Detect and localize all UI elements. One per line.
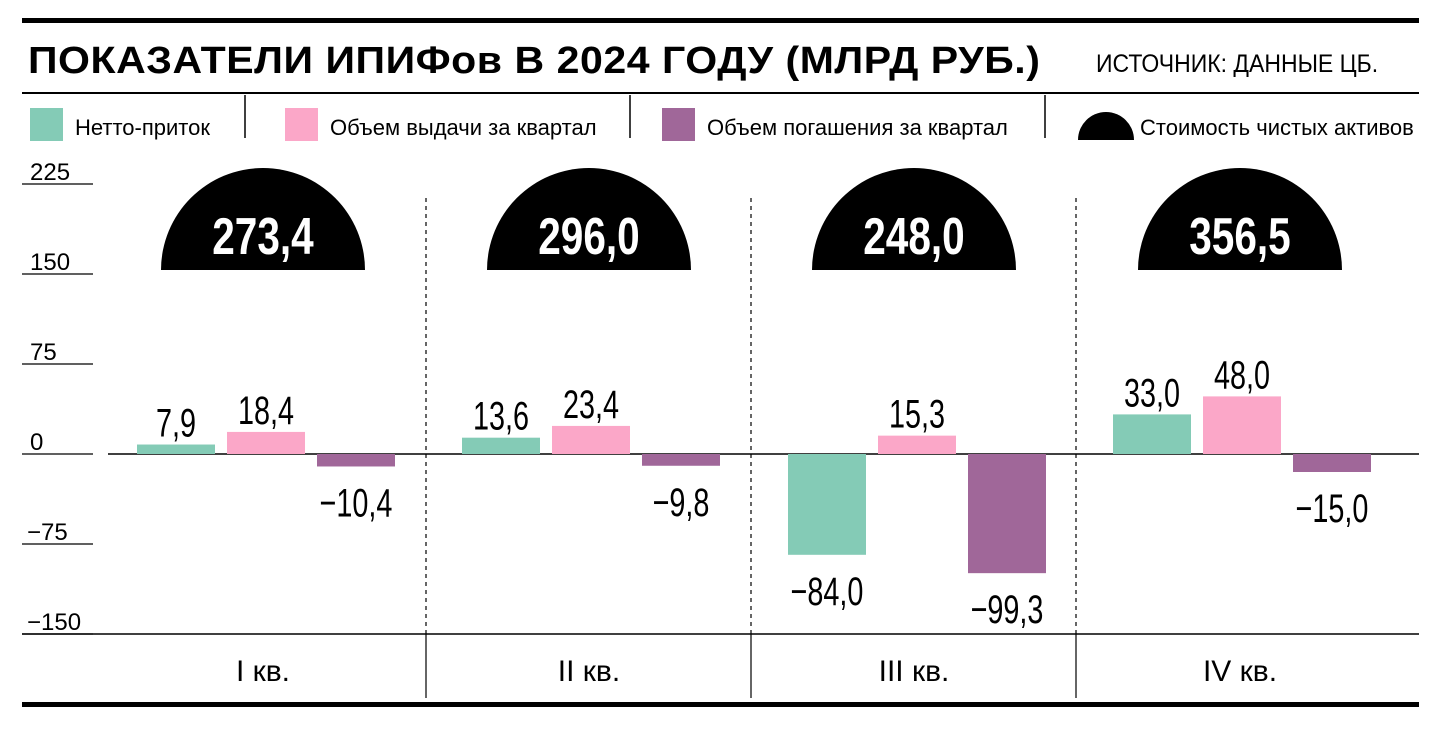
source-note: ИСТОЧНИК: ДАННЫЕ ЦБ. — [1096, 50, 1379, 78]
bar-value-label: 33,0 — [1124, 371, 1180, 416]
bar-value-label: −9,8 — [653, 480, 710, 525]
legend-swatch-net-assets — [1078, 112, 1134, 140]
bar-value-label: 48,0 — [1214, 353, 1270, 398]
bar-value-label: −84,0 — [791, 569, 864, 614]
category-label: III кв. — [879, 655, 950, 688]
net-assets-dome — [812, 168, 1016, 270]
bar-value-label: −99,3 — [971, 588, 1044, 633]
bar — [642, 454, 720, 466]
bottom-rule — [22, 702, 1419, 707]
legend-label-4: Стоимость чистых активов — [1140, 115, 1414, 140]
bar — [462, 437, 540, 454]
bar-value-label: 15,3 — [889, 392, 945, 437]
legend-label-1: Нетто-приток — [75, 115, 210, 140]
y-tick-label: 0 — [30, 429, 43, 456]
bar-value-label: 13,6 — [473, 394, 529, 439]
category-label: I кв. — [236, 655, 290, 688]
page-title: ПОКАЗАТЕЛИ ИПИФов В 2024 ГОДУ (МЛРД РУБ.… — [28, 40, 1041, 82]
legend-label-3: Объем погашения за квартал — [707, 115, 1008, 140]
legend-swatch-2 — [285, 108, 318, 141]
top-rule — [22, 18, 1419, 23]
y-tick-label: 150 — [30, 249, 70, 276]
legend-swatch-3 — [662, 108, 695, 141]
category-label: II кв. — [558, 655, 620, 688]
bar-value-label: −15,0 — [1296, 486, 1369, 531]
bar-value-label: −10,4 — [320, 481, 393, 526]
bar — [1113, 414, 1191, 454]
bar — [1293, 454, 1371, 472]
bar-value-label: 18,4 — [238, 388, 294, 433]
net-assets-label: 248,0 — [863, 207, 964, 265]
bar — [968, 454, 1046, 574]
legend-swatch-1 — [30, 108, 63, 141]
bar — [137, 444, 215, 454]
category-label: IV кв. — [1203, 655, 1277, 688]
legend-divider — [22, 92, 1419, 94]
bar-value-label: 23,4 — [563, 382, 619, 427]
y-tick-label: −150 — [27, 609, 81, 636]
net-assets-dome — [487, 168, 691, 270]
net-assets-label: 356,5 — [1189, 207, 1290, 265]
bar — [1203, 396, 1281, 454]
net-assets-dome — [1138, 168, 1342, 270]
bar — [227, 431, 305, 454]
bar — [552, 425, 630, 454]
net-assets-label: 296,0 — [538, 207, 639, 265]
y-tick-label: −75 — [27, 519, 68, 546]
bar — [317, 454, 395, 467]
bar-value-label: 7,9 — [156, 401, 196, 446]
net-assets-dome — [161, 168, 365, 270]
y-tick-label: 225 — [30, 159, 70, 186]
net-assets-label: 273,4 — [212, 207, 314, 265]
legend-label-2: Объем выдачи за квартал — [330, 115, 597, 140]
y-tick-label: 75 — [30, 339, 57, 366]
bar — [878, 435, 956, 454]
bar — [788, 454, 866, 555]
